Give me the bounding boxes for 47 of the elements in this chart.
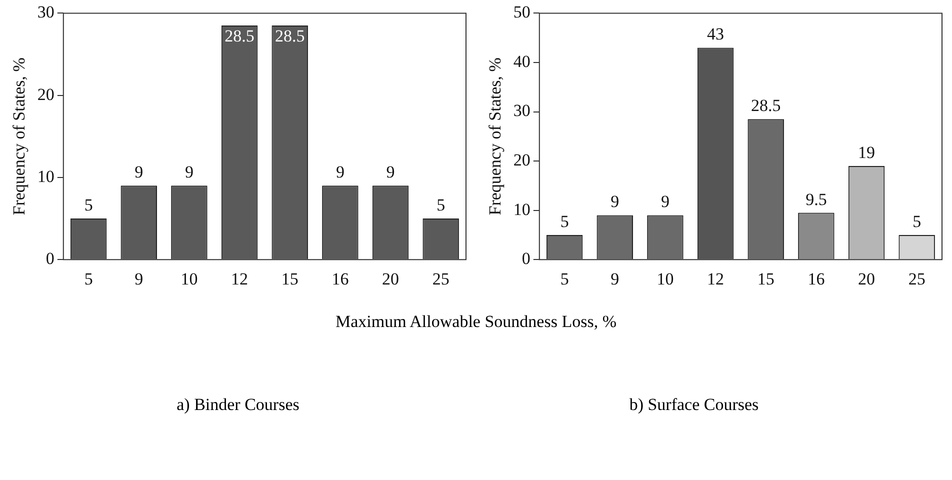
x-tick-label: 10 [180,269,198,288]
x-axis-title: Maximum Allowable Soundness Loss, % [334,312,618,332]
y-axis-title: Frequency of States, % [486,58,505,216]
y-axis-title: Frequency of States, % [10,58,29,216]
x-tick-label: 5 [84,269,93,288]
data-label: 9 [610,192,620,212]
data-label: 28.5 [224,26,254,46]
data-label: 5 [436,196,446,214]
x-tick-label: 15 [757,269,774,288]
y-tick-label: 40 [513,52,530,71]
y-tick-label: 30 [513,101,530,120]
x-tick-label: 12 [707,269,724,288]
x-tick-label: 20 [382,269,400,288]
x-tick-label: 25 [432,269,450,288]
data-label: 28.5 [274,26,305,46]
data-label: 43 [707,24,724,44]
x-tick-label: 12 [231,269,248,288]
y-tick-label: 0 [522,249,530,268]
y-tick-label: 30 [37,2,54,22]
x-tick-label: 9 [610,269,620,288]
x-tick-label: 9 [134,269,144,288]
text: a) Binder Courses [176,395,300,415]
data-label: 9 [386,162,395,182]
x-tick-label: 15 [281,269,298,288]
data-label: 5 [560,212,569,231]
text: b) Surface Courses [628,395,760,415]
data-label: 9 [184,162,194,182]
x-tick-label: 25 [908,269,926,288]
y-tick-label: 0 [46,249,54,268]
y-tick-label: 10 [37,166,54,186]
data-label: 5 [84,196,93,214]
y-tick-label: 50 [513,2,530,22]
data-label: 19 [858,142,876,162]
x-tick-label: 16 [808,269,825,288]
x-tick-label: 10 [656,269,674,288]
data-label: 9.5 [806,190,827,209]
data-label: 9 [336,162,344,182]
x-tick-label: 20 [858,269,876,288]
data-label: 28.5 [750,96,781,116]
data-label: 9 [134,162,144,182]
x-tick-label: 16 [332,269,349,288]
y-tick-label: 20 [513,150,530,170]
x-tick-label: 5 [560,269,569,288]
y-tick-label: 20 [37,84,54,104]
y-tick-label: 10 [513,200,530,219]
data-label: 5 [912,212,922,231]
data-label: 9 [660,192,670,212]
